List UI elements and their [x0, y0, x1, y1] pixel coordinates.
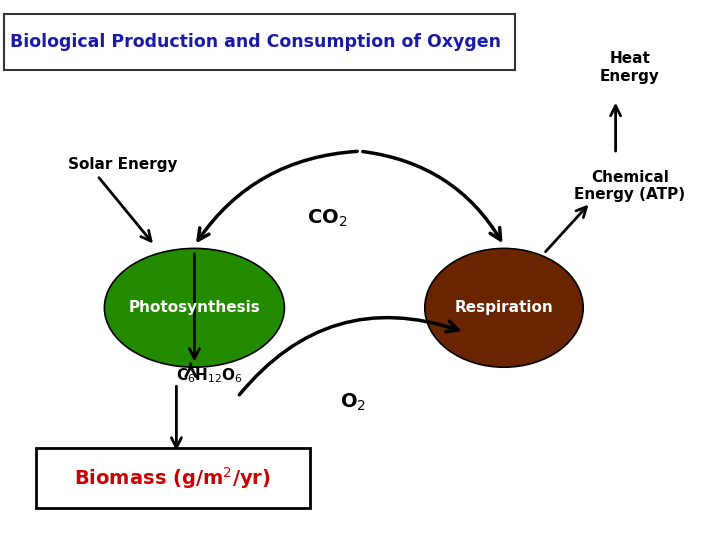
Text: Respiration: Respiration — [454, 300, 554, 315]
Text: Chemical
Energy (ATP): Chemical Energy (ATP) — [575, 170, 685, 202]
FancyArrowPatch shape — [363, 152, 500, 240]
Text: Biomass (g/m$^2$/yr): Biomass (g/m$^2$/yr) — [74, 465, 271, 491]
Text: Photosynthesis: Photosynthesis — [129, 300, 260, 315]
Text: C$_6$H$_{12}$O$_6$: C$_6$H$_{12}$O$_6$ — [176, 366, 243, 384]
Text: Heat
Energy: Heat Energy — [600, 51, 660, 84]
Text: O$_2$: O$_2$ — [340, 392, 366, 413]
Text: Biological Production and Consumption of Oxygen: Biological Production and Consumption of… — [10, 33, 501, 51]
FancyArrowPatch shape — [198, 151, 357, 240]
FancyBboxPatch shape — [4, 14, 515, 70]
Ellipse shape — [104, 248, 284, 367]
Text: Solar Energy: Solar Energy — [68, 157, 178, 172]
Text: CO$_2$: CO$_2$ — [307, 208, 348, 230]
FancyBboxPatch shape — [36, 448, 310, 508]
Ellipse shape — [425, 248, 583, 367]
FancyArrowPatch shape — [239, 318, 458, 395]
